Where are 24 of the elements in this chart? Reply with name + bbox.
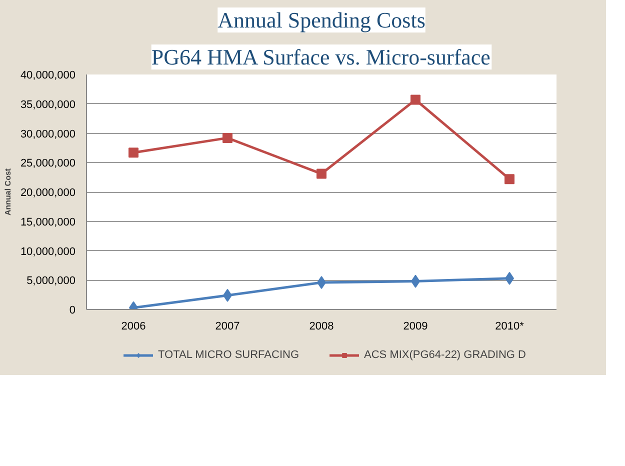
point (128, 148, 138, 158)
y-axis-title: Annual Cost (3, 168, 12, 216)
chart-title: Annual Spending Costs (218, 8, 426, 32)
chart-subtitle: PG64 HMA Surface vs. Micro-surface (151, 44, 490, 70)
point (222, 132, 232, 143)
y-tick-label: 40,000,000 (20, 70, 76, 82)
point (410, 94, 420, 105)
y-tick-label: 25,000,000 (20, 158, 76, 170)
legend-label: TOTAL MICRO SURFACING (158, 349, 300, 361)
x-tick-label: 2006 (121, 320, 146, 332)
x-tick-label: 2008 (309, 320, 334, 332)
y-tick-label: 0 (69, 304, 76, 316)
x-tick-label: 2010* (495, 320, 525, 332)
y-tick-label: 30,000,000 (20, 128, 76, 140)
y-tick-label: 35,000,000 (20, 98, 76, 111)
y-tick-label: 15,000,000 (20, 216, 76, 228)
y-tick-label: 20,000,000 (20, 187, 76, 199)
x-tick-label: 2007 (215, 320, 240, 332)
legend-label: ACS MIX(PG64-22) GRADING D (364, 349, 526, 361)
y-tick-label: 5,000,000 (26, 275, 76, 288)
y-tick-label: 10,000,000 (20, 246, 76, 258)
point (504, 174, 514, 184)
x-tick-label: 2009 (403, 320, 428, 332)
point (316, 168, 326, 179)
